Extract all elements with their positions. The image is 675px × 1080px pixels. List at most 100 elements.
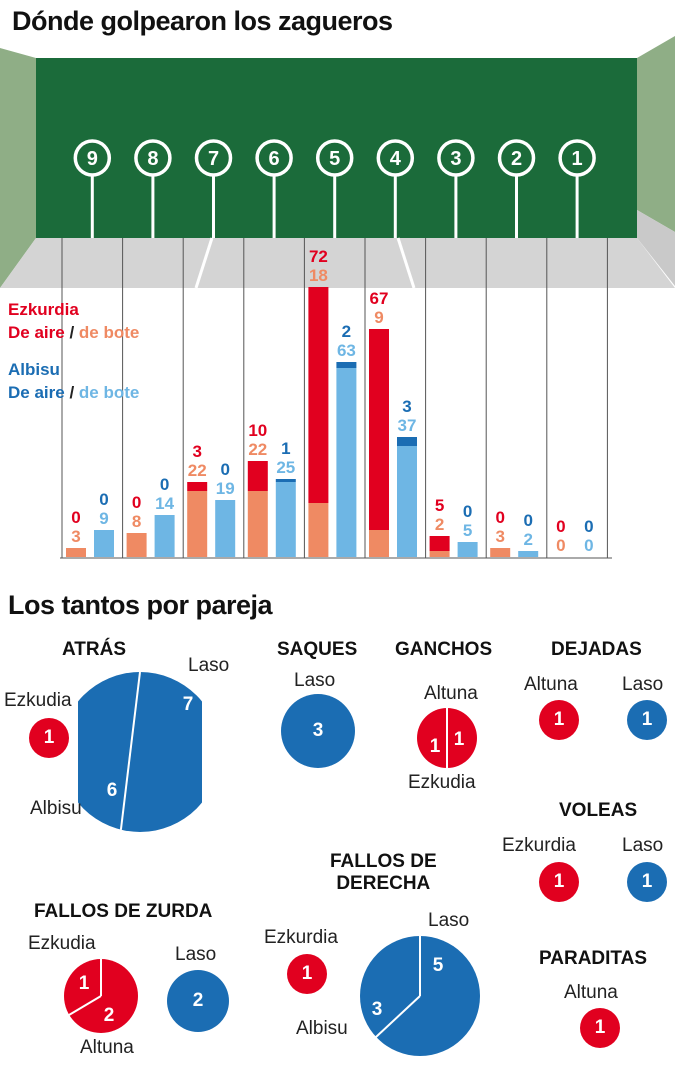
label-ezkurdia-bote: 3 bbox=[71, 527, 80, 546]
atras-albisu-value: 6 bbox=[107, 780, 118, 801]
label-ezkurdia-bote: 22 bbox=[188, 461, 207, 480]
bar-ezkurdia-aire bbox=[187, 482, 208, 491]
legend-albisu-name: Albisu bbox=[8, 360, 60, 379]
label-albisu-bote: 19 bbox=[216, 479, 235, 498]
label-albisu-aire: 3 bbox=[402, 397, 411, 416]
label-albisu-bote: 25 bbox=[276, 458, 295, 477]
dejadas-altuna-circle: 1 bbox=[539, 700, 579, 740]
label-albisu-aire: 0 bbox=[584, 517, 593, 536]
bar-albisu-bote bbox=[94, 530, 114, 557]
legend-ezkurdia-name: Ezkurdia bbox=[8, 300, 79, 319]
fallos-zurda-pie-divider-b bbox=[68, 995, 102, 1016]
fallos-derecha-ezkurdia-circle: 1 bbox=[287, 954, 327, 994]
atras-albisu-label: Albisu bbox=[30, 798, 82, 819]
legend-ezkurdia-bote: de bote bbox=[78, 323, 140, 342]
label-ezkurdia-aire: 67 bbox=[370, 289, 389, 308]
label-albisu-bote: 63 bbox=[337, 341, 356, 360]
bar-ezkurdia-aire bbox=[308, 287, 329, 503]
zone-marker-label: 4 bbox=[390, 148, 402, 170]
zone-marker-label: 6 bbox=[269, 148, 280, 170]
floor-lines bbox=[61, 237, 608, 558]
floor-marking-right bbox=[396, 237, 416, 289]
ganchos-altuna-label: Altuna bbox=[424, 683, 478, 704]
ganchos-ezkudia-value: 1 bbox=[430, 736, 441, 757]
legend-albisu: Albisu De aire / de bote bbox=[8, 360, 139, 403]
bar-ezkurdia-bote bbox=[369, 530, 389, 557]
fallos-derecha-title: FALLOS DE DERECHA bbox=[330, 851, 437, 895]
bar-ezkurdia-aire bbox=[429, 536, 450, 551]
paraditas-title: PARADITAS bbox=[539, 948, 648, 969]
ganchos-title: GANCHOS bbox=[395, 639, 493, 660]
label-ezkurdia-aire: 72 bbox=[309, 247, 328, 266]
bar-ezkurdia-bote bbox=[247, 491, 268, 557]
label-ezkurdia-aire: 0 bbox=[71, 508, 80, 527]
bar-ezkurdia-aire bbox=[369, 329, 389, 530]
floor-marking-left bbox=[194, 237, 214, 289]
zone-marker-circle bbox=[134, 139, 172, 177]
bar-albisu-aire bbox=[397, 437, 417, 446]
ganchos-altuna-value: 1 bbox=[454, 729, 465, 750]
label-albisu-bote: 14 bbox=[155, 494, 174, 513]
fallos-derecha-pie: 5 3 bbox=[360, 936, 480, 1056]
bar-ezkurdia-bote bbox=[429, 551, 450, 557]
fallos-derecha-laso-label: Laso bbox=[428, 910, 470, 931]
bar-albisu-bote bbox=[275, 482, 296, 557]
zone-marker-label: 1 bbox=[572, 148, 583, 170]
label-albisu-aire: 2 bbox=[342, 322, 351, 341]
fallos-zurda-laso-circle: 2 bbox=[167, 970, 229, 1032]
legend-ezkurdia-types: De aire / de bote bbox=[8, 323, 139, 343]
bar-albisu-bote bbox=[215, 500, 236, 557]
legend-slash: / bbox=[69, 323, 75, 342]
voleas-ezkurdia-label: Ezkurdia bbox=[502, 835, 576, 856]
zone-marker-label: 5 bbox=[329, 148, 340, 170]
zone-marker-circle bbox=[194, 139, 233, 177]
zone-marker-label: 9 bbox=[87, 148, 98, 170]
right-wall bbox=[637, 36, 675, 232]
zone-marker-circle bbox=[255, 139, 293, 177]
atras-pie-disc bbox=[78, 672, 202, 832]
label-ezkurdia-bote: 8 bbox=[132, 512, 141, 531]
zone-marker-circle bbox=[497, 139, 536, 177]
court-floor bbox=[0, 238, 675, 288]
label-albisu-aire: 0 bbox=[220, 460, 229, 479]
label-ezkurdia-aire: 0 bbox=[132, 493, 141, 512]
zone-markers: 9 8 7 6 5 4 3 2 1 bbox=[73, 139, 596, 238]
bar-albisu-bote bbox=[336, 368, 357, 557]
bar-ezkurdia-bote bbox=[126, 533, 147, 557]
label-ezkurdia-bote: 2 bbox=[435, 515, 444, 534]
bar-ezkurdia-bote bbox=[187, 491, 208, 557]
paraditas-altuna-label: Altuna bbox=[564, 982, 618, 1003]
ganchos-pie: 1 1 bbox=[417, 708, 477, 768]
zone-marker-circle bbox=[376, 139, 415, 177]
saques-title: SAQUES bbox=[277, 639, 358, 660]
bar-albisu-bote bbox=[154, 515, 175, 557]
voleas-laso-circle: 1 bbox=[627, 862, 667, 902]
bar-albisu-bote bbox=[397, 446, 417, 557]
legend-albisu-types: De aire / de bote bbox=[8, 383, 139, 403]
label-ezkurdia-bote: 18 bbox=[309, 266, 328, 285]
legend-albisu-aire: De aire bbox=[8, 383, 65, 402]
zone-marker-circle bbox=[315, 139, 354, 177]
zone-marker-circle bbox=[73, 139, 112, 177]
fallos-derecha-title-line2: DERECHA bbox=[336, 873, 431, 894]
bar-ezkurdia-bote bbox=[308, 503, 329, 557]
dejadas-laso-label: Laso bbox=[622, 674, 664, 695]
legend-slash: / bbox=[69, 383, 75, 402]
legend-ezkurdia-aire: De aire bbox=[8, 323, 65, 342]
fallos-zurda-ezkudia-label: Ezkudia bbox=[28, 933, 96, 954]
label-albisu-bote: 5 bbox=[463, 521, 472, 540]
dejadas-title: DEJADAS bbox=[551, 639, 642, 660]
atras-ezkudia-label: Ezkudia bbox=[4, 690, 72, 711]
fallos-derecha-laso-value: 5 bbox=[433, 955, 444, 976]
label-albisu-bote: 37 bbox=[398, 416, 417, 435]
label-ezkurdia-bote: 0 bbox=[556, 536, 565, 555]
fallos-derecha-title-line1: FALLOS DE bbox=[330, 851, 437, 872]
tantos-title: Los tantos por pareja bbox=[8, 590, 273, 620]
zone-marker-circle bbox=[437, 139, 475, 177]
fallos-zurda-altuna-label: Altuna bbox=[80, 1037, 134, 1058]
label-ezkurdia-aire: 3 bbox=[192, 442, 201, 461]
fallos-zurda-ezkudia-value: 1 bbox=[79, 973, 90, 994]
label-ezkurdia-aire: 0 bbox=[556, 517, 565, 536]
label-albisu-bote: 0 bbox=[584, 536, 593, 555]
